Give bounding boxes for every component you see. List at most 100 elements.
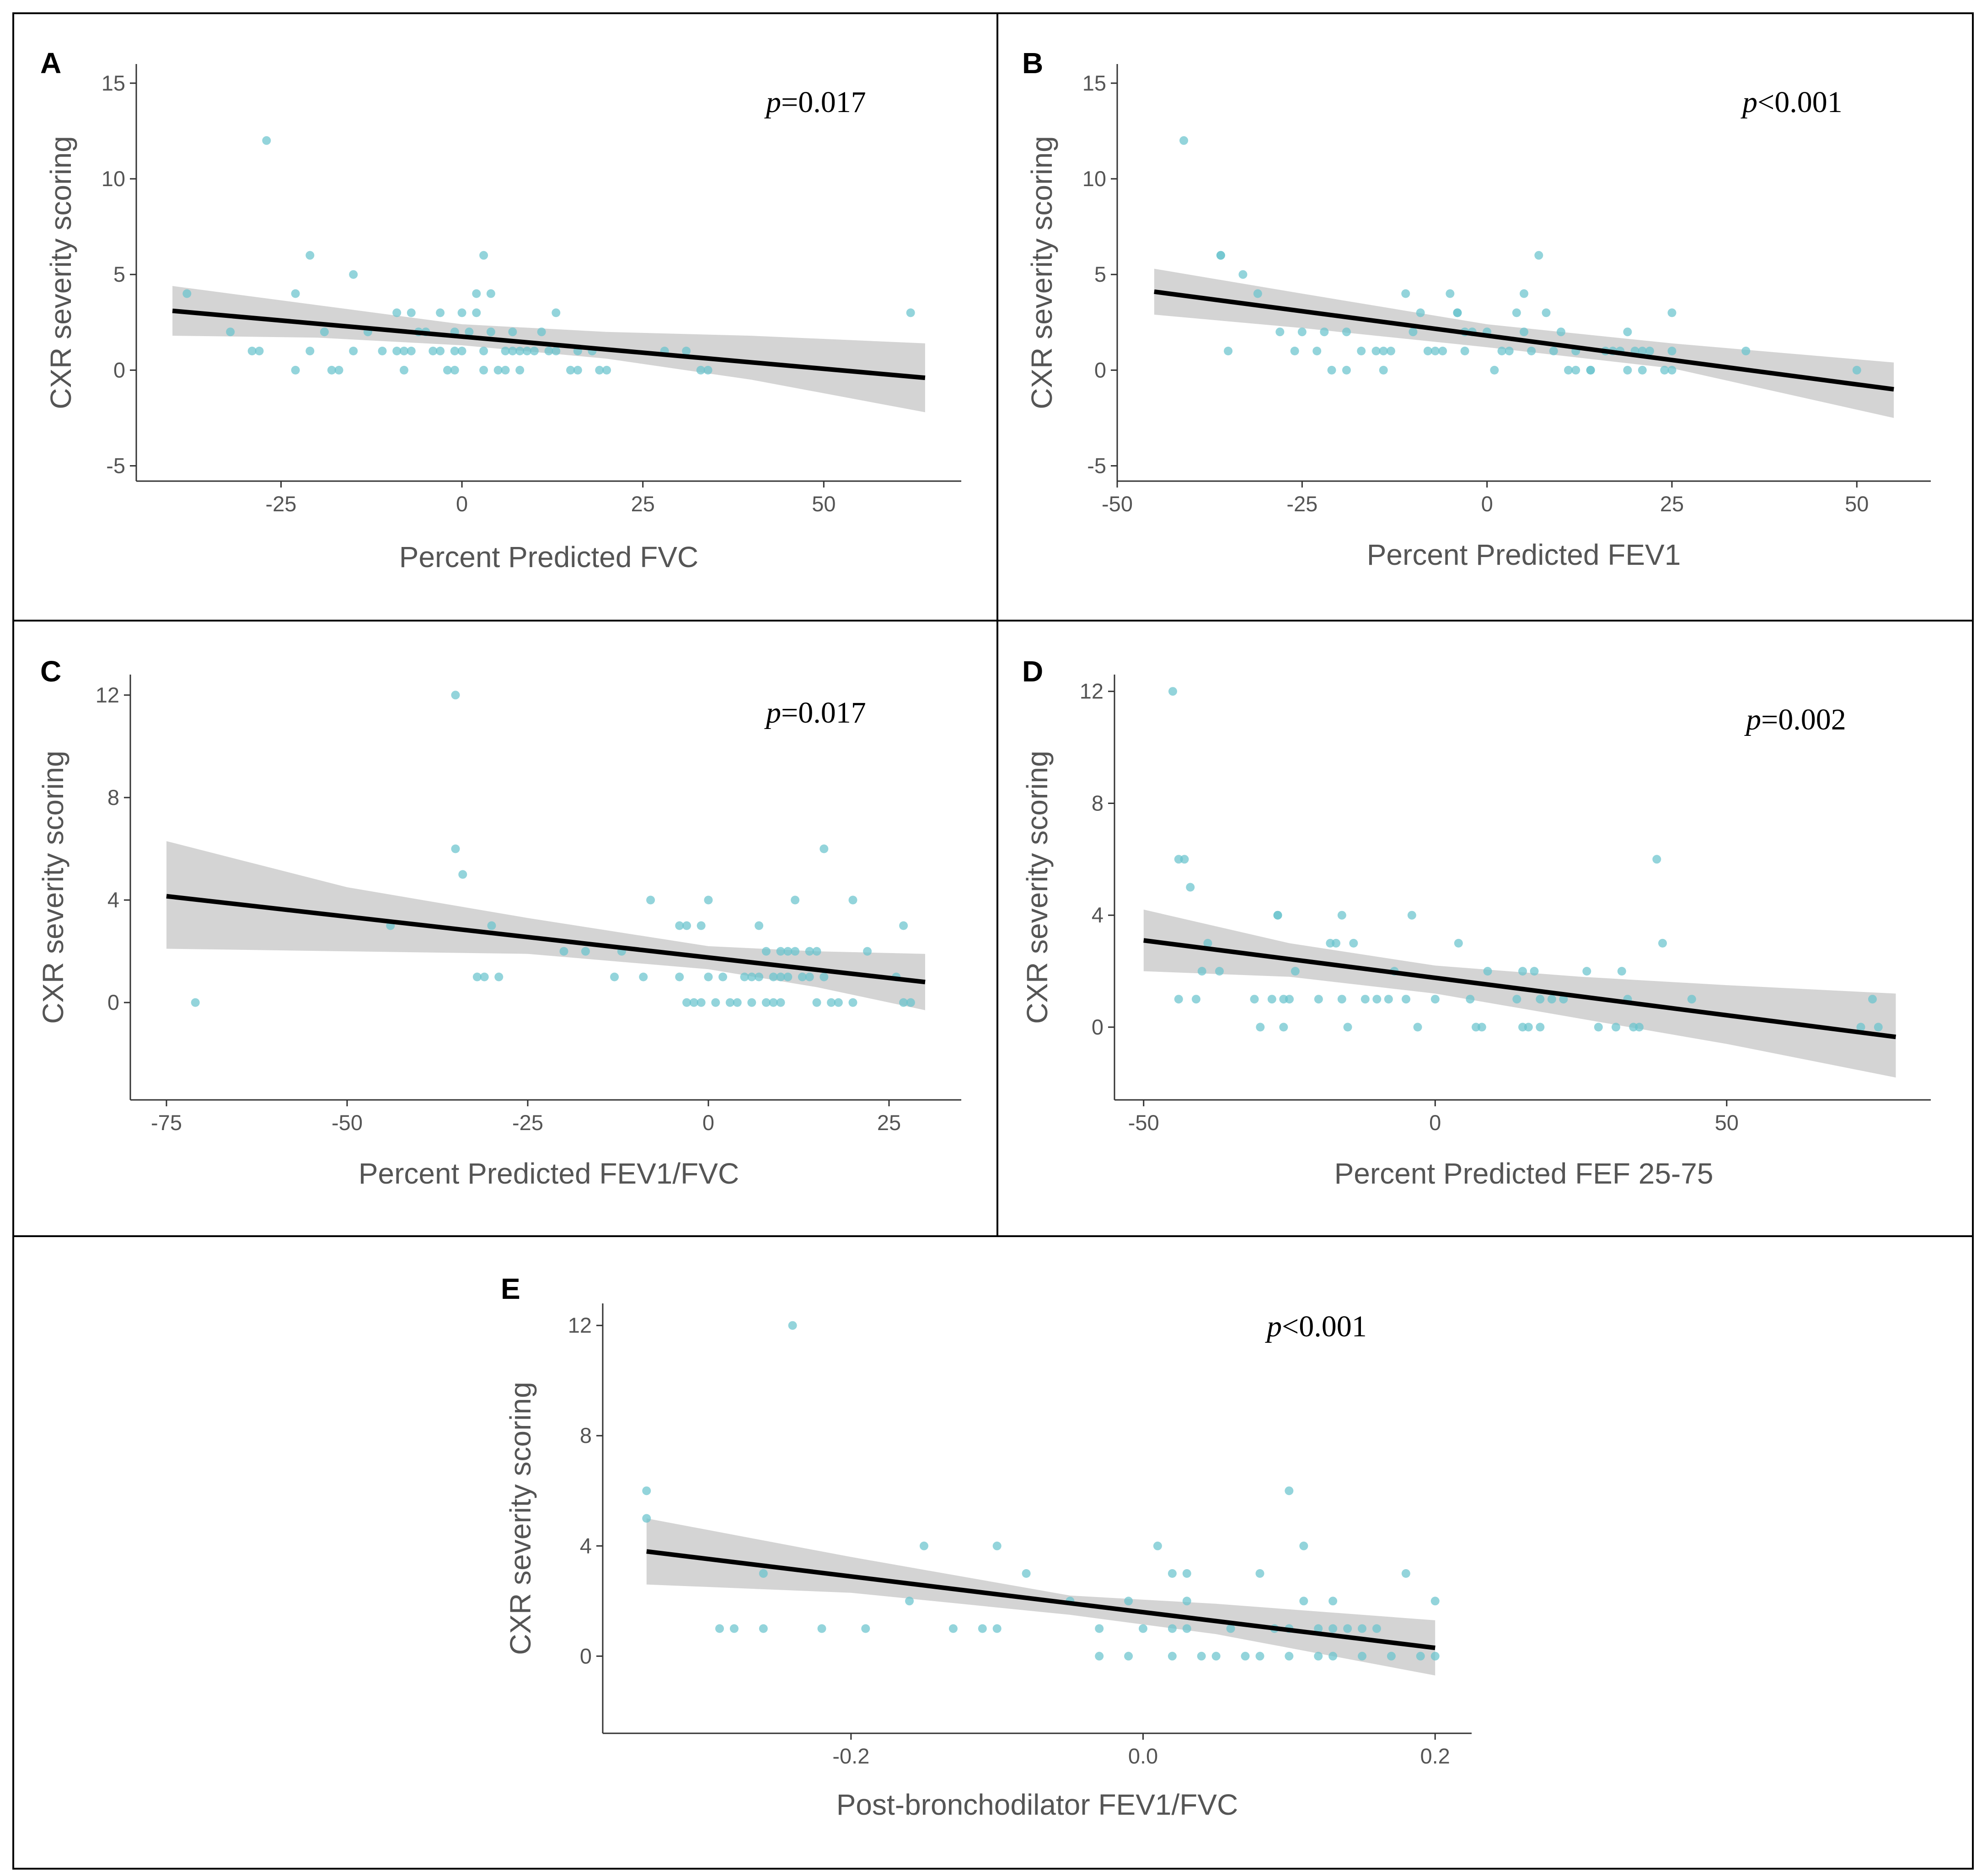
panel-d-data-point (1174, 995, 1183, 1004)
panel-b-data-point (1667, 347, 1677, 355)
panel-e-data-point (1299, 1541, 1308, 1550)
panel-b-pvalue: p<0.001 (1741, 86, 1843, 119)
panel-e-data-point (1430, 1651, 1440, 1661)
panel-c-data-point (704, 972, 713, 981)
panel-d-data-point (1536, 995, 1545, 1004)
panel-d-data-point (1477, 1023, 1486, 1032)
panel-d-points-layer (1168, 687, 1883, 1032)
panel-a-data-point (515, 347, 525, 355)
panel-a-data-point (552, 308, 561, 317)
panel-c-line-layer (166, 894, 926, 985)
panel-d-xtick-label: 0 (1429, 1110, 1441, 1135)
panel-d: D -50 0 50 0 4 8 12 p=0.002 Percent Predicted… (1021, 655, 1931, 1190)
panel-e-data-point (1022, 1569, 1031, 1578)
panel-a-data-point (392, 308, 402, 317)
panel-e-data-point (1255, 1651, 1264, 1661)
panel-a-data-point (305, 251, 315, 260)
panel-a-xtick-label: 0 (456, 492, 468, 516)
panel-a-line-layer (172, 308, 926, 381)
panel-a-data-point (479, 347, 488, 355)
panel-b-data-point (1446, 289, 1455, 298)
panel-a-xticks: -25 0 25 50 (266, 481, 836, 516)
panel-c-axes (129, 675, 961, 1101)
panel-b-data-point (1430, 347, 1440, 355)
panel-b-data-point (1520, 327, 1528, 337)
panel-c-data-point (899, 998, 908, 1007)
panel-d-data-point (1512, 995, 1521, 1004)
panel-c-xtick-label: -50 (332, 1110, 363, 1135)
panel-d-data-point (1279, 1023, 1288, 1032)
panel-c-data-point (812, 998, 821, 1007)
panel-c-data-point (682, 998, 691, 1007)
panel-d-data-point (1518, 967, 1527, 976)
panel-c-data-point (848, 895, 857, 905)
panel-e-data-point (1314, 1624, 1323, 1633)
panel-e-data-point (1314, 1651, 1323, 1661)
panel-e-ytick-label: 4 (580, 1533, 592, 1558)
panel-d-data-point (1582, 967, 1591, 976)
frame-outer (12, 12, 1974, 1870)
panel-e-xtick-label: -0.2 (832, 1744, 869, 1768)
panel-a-data-point (247, 347, 257, 355)
panel-c-data-point (776, 998, 785, 1007)
panel-b-xtick-label: 25 (1660, 492, 1684, 516)
panel-d-data-point (1372, 995, 1382, 1004)
panel-b-ytick-label: 0 (1094, 358, 1106, 382)
panel-b-data-point (1556, 327, 1565, 337)
panel-c-ytick-label: 8 (107, 785, 119, 809)
panel-d-data-point (1413, 1023, 1422, 1032)
panel-b-data-point (1638, 365, 1647, 375)
panel-e-data-point (1211, 1651, 1221, 1661)
panel-b-data-point (1423, 347, 1432, 355)
panel-c-data-point (451, 691, 460, 700)
panel-a-data-point (602, 365, 611, 375)
panel-d-data-point (1291, 967, 1300, 976)
panel-b-ci-band (1154, 268, 1894, 418)
panel-a-data-point (508, 327, 517, 337)
panel-e-pvalue: p<0.001 (1265, 1310, 1367, 1343)
panel-a-data-point (523, 347, 531, 355)
panel-d-data-point (1874, 1023, 1883, 1032)
panel-b-data-point (1638, 347, 1647, 355)
panel-a-data-point (906, 308, 915, 317)
panel-b-data-point (1623, 327, 1632, 337)
panel-a-ytick-label: 10 (102, 166, 125, 191)
panel-b-data-point (1852, 365, 1861, 375)
panel-a-data-point (703, 365, 712, 375)
panel-c-data-point (805, 947, 814, 956)
panel-b-data-point (1571, 365, 1580, 375)
panel-e-data-point (1285, 1486, 1294, 1495)
panel-b-line-layer (1154, 289, 1894, 392)
panel-e-data-point (642, 1514, 651, 1523)
panel-c-data-point (783, 947, 793, 956)
panel-a-data-point (262, 136, 271, 145)
panel-d-xtick-label: -50 (1128, 1110, 1159, 1135)
panel-b-ytick-label: -5 (1087, 454, 1106, 478)
panel-b-data-point (1320, 327, 1329, 337)
panel-a-data-point (450, 365, 459, 375)
panel-e-data-point (1416, 1651, 1425, 1661)
panel-e-yticks: 0 4 8 12 (568, 1313, 603, 1668)
panel-b-data-point (1512, 308, 1521, 317)
panel-a-data-point (457, 347, 466, 355)
panel-d-data-point (1430, 995, 1440, 1004)
panel-d-data-point (1407, 911, 1416, 920)
panel-a-data-point (515, 365, 525, 375)
panel-b-data-point (1386, 347, 1395, 355)
panel-d-data-point (1402, 995, 1410, 1004)
panel-b-data-point (1645, 347, 1654, 355)
panel-b-band-layer (1154, 268, 1894, 418)
panel-b-data-point (1586, 365, 1595, 375)
panel-a-data-point (573, 365, 582, 375)
panel-c-data-point (472, 972, 482, 981)
panel-c-data-point (451, 844, 460, 853)
panel-c-data-point (559, 947, 568, 956)
panel-d-data-point (1215, 967, 1224, 976)
panel-d-data-point (1658, 938, 1667, 948)
panel-e-data-point (729, 1624, 739, 1633)
panel-a-yticks: -5 0 5 10 15 (102, 71, 136, 478)
panel-a-data-point (465, 327, 474, 337)
panel-d-regression-line (1143, 938, 1896, 1040)
panel-a-data-point (696, 365, 705, 375)
panel-c-data-point (696, 921, 706, 930)
